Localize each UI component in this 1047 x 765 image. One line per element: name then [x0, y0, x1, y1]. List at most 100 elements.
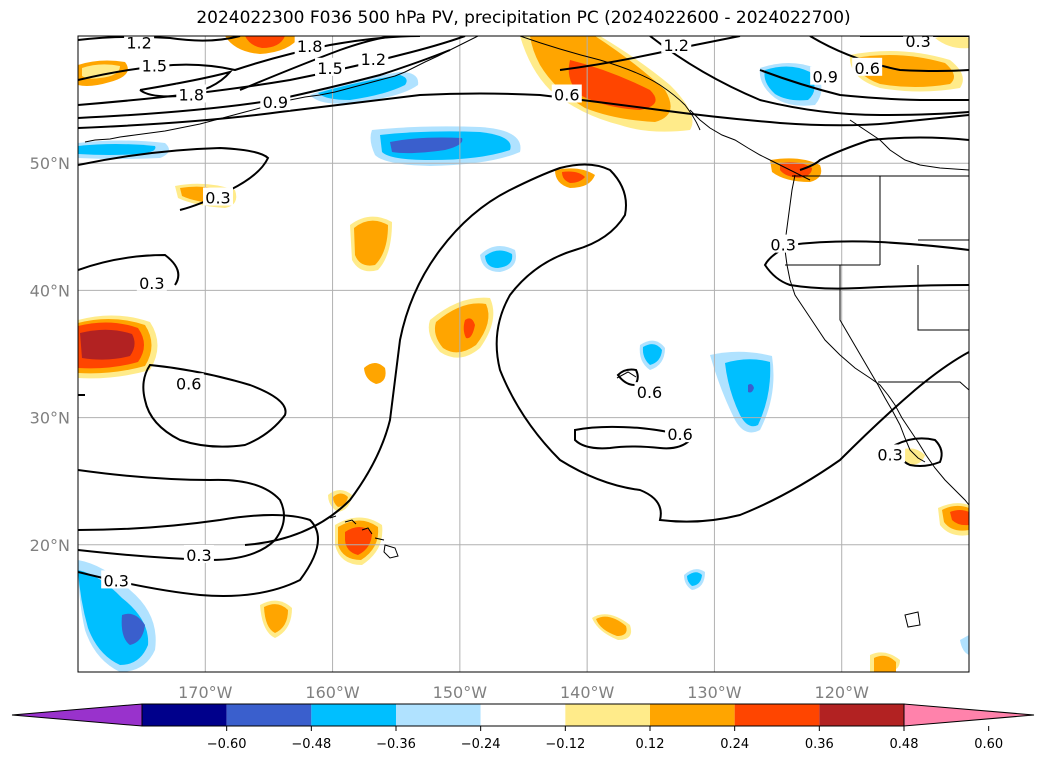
colorbar-segment — [396, 704, 481, 726]
pv-contour-1.2-nw — [78, 36, 241, 42]
pv-contour-0.6-left — [142, 363, 287, 448]
precip-anomaly-central — [354, 220, 388, 266]
map-frame — [77, 35, 970, 673]
colorbar-tick-label: −0.48 — [291, 737, 331, 752]
lon-tick-label: 170°W — [178, 683, 233, 702]
pv-contour-0.3-ne — [799, 36, 969, 171]
pv-contour-label: 0.3 — [877, 445, 902, 464]
pv-contour-1.5-nw — [78, 36, 421, 81]
pv-label-bg — [551, 84, 582, 103]
precip-anomaly-gulf-alaska — [318, 75, 407, 100]
precip-anomaly-central — [434, 303, 489, 353]
pv-contours — [78, 36, 969, 597]
precip-anomaly-aleutian — [245, 36, 285, 48]
precip-anomaly-east-pacific — [725, 359, 771, 427]
pv-contour-1.8-nw — [239, 36, 401, 91]
precip-anomaly-aleutian — [82, 64, 120, 79]
precip-anomaly-gulf-alaska — [390, 137, 463, 154]
pv-contour-0.3-left — [78, 253, 180, 286]
lat-tick-label: 50°N — [30, 154, 70, 173]
precip-anomaly-bc-coast — [568, 60, 656, 110]
precip-anomaly-east-pacific — [748, 384, 754, 393]
pv-contour-0.3-main — [78, 514, 319, 597]
coast-baja — [877, 384, 926, 463]
precip-anomaly-tropics — [121, 613, 145, 645]
coastlines — [84, 36, 969, 628]
hawaii-islands — [329, 515, 399, 559]
pv-label-bg — [768, 234, 799, 253]
border-us-mexico — [878, 381, 969, 391]
colorbar-tick-label: 0.60 — [974, 737, 1003, 752]
precip-anomaly-east-pacific — [642, 344, 662, 365]
pv-label-bg — [136, 272, 167, 291]
pv-contour-label: 0.3 — [139, 274, 164, 293]
precip-anomaly-hawaii — [345, 527, 372, 555]
pv-contour-label: 0.6 — [667, 425, 692, 444]
pv-contour-label: 0.3 — [205, 189, 230, 208]
pv-contour-0.3-ne — [649, 36, 969, 117]
colorbar-segment — [819, 704, 904, 726]
lat-tick-label: 40°N — [30, 281, 70, 300]
pv-contour-0.3-coast — [763, 240, 969, 290]
pv-contour-0.3-main — [78, 469, 285, 562]
colorbar-segment — [480, 704, 566, 726]
pv-label-bg — [852, 57, 883, 76]
precip-anomaly-tropics — [950, 510, 969, 526]
latitude-labels: 50°N 40°N 30°N 20°N — [30, 154, 70, 555]
precip-anomaly-central — [463, 318, 475, 339]
pv-contour-label: 1.5 — [142, 56, 167, 75]
pv-contour-1.8-nw — [139, 70, 233, 98]
pv-contour-label: 1.8 — [297, 37, 322, 56]
precip-anomaly-tropics — [960, 635, 969, 655]
lon-tick-label: 150°W — [433, 683, 488, 702]
lon-tick-label: 160°W — [305, 683, 360, 702]
lon-tick-label: 130°W — [687, 683, 742, 702]
pv-contour-label: 1.8 — [179, 86, 204, 105]
pv-label-bg — [875, 444, 906, 463]
colorbar-tick-label: −0.24 — [461, 737, 501, 752]
pv-contour-label: 0.6 — [637, 383, 662, 402]
coast-small-islands — [616, 371, 921, 628]
pv-contour-label: 0.6 — [854, 59, 879, 78]
precip-anomaly-hawaii — [333, 493, 348, 507]
precip-anomaly-tropics — [687, 572, 702, 586]
map-title: 2024022300 F036 500 hPa PV, precipitatio… — [196, 8, 851, 28]
pv-label-bg — [176, 84, 207, 103]
pv-contour-labels: 1.2 1.5 1.8 1.8 1.5 1.2 0.9 0.6 1.2 0.9 0.6 0.3 0.3 0… — [101, 31, 934, 590]
precip-anomaly-north-coast — [780, 162, 812, 178]
pv-label-bg — [124, 32, 155, 51]
pv-contour-label: 0.3 — [103, 571, 128, 590]
lat-tick-label: 20°N — [30, 536, 70, 555]
colorbar-outline — [141, 703, 905, 727]
pv-contour-0.9-north — [78, 49, 451, 119]
pv-label-bg — [810, 66, 841, 85]
pv-contour-label: 1.2 — [664, 36, 689, 55]
pv-label-bg — [665, 424, 696, 443]
pv-label-bg — [139, 55, 170, 74]
pv-contour-label: 0.3 — [905, 32, 930, 51]
colorbar-extend-high — [903, 703, 1035, 727]
coast-alaska-gulf — [519, 36, 701, 131]
pv-contour-0.6-north — [78, 92, 969, 129]
longitude-labels: 170°W 160°W 150°W 140°W 130°W 120°W — [178, 683, 869, 702]
pv-contour-label: 0.3 — [186, 546, 211, 565]
colorbar: −0.60 −0.48 −0.36 −0.24 −0.12 0.12 0.24 0.36 0.4… — [11, 703, 1035, 752]
precip-anomaly-central — [364, 363, 386, 384]
pv-label-bg — [203, 187, 234, 206]
state-borders — [785, 176, 969, 386]
colorbar-segment — [226, 704, 312, 726]
pv-contour-label: 0.9 — [812, 68, 837, 87]
precip-anomaly-dateline — [80, 329, 135, 360]
lon-tick-label: 140°W — [560, 683, 615, 702]
precipitation-shading — [78, 36, 969, 672]
precip-anomaly-central — [562, 171, 585, 183]
pv-contour-label: 1.2 — [361, 50, 386, 69]
colorbar-tick-label: 0.48 — [890, 737, 919, 752]
coast-north-rockies — [849, 119, 969, 171]
pv-contour-label: 1.2 — [126, 33, 151, 52]
pv-label-bg — [101, 570, 132, 589]
colorbar-segment — [565, 704, 650, 726]
precip-anomaly-tropics — [596, 616, 627, 636]
pv-label-bg — [294, 36, 325, 55]
